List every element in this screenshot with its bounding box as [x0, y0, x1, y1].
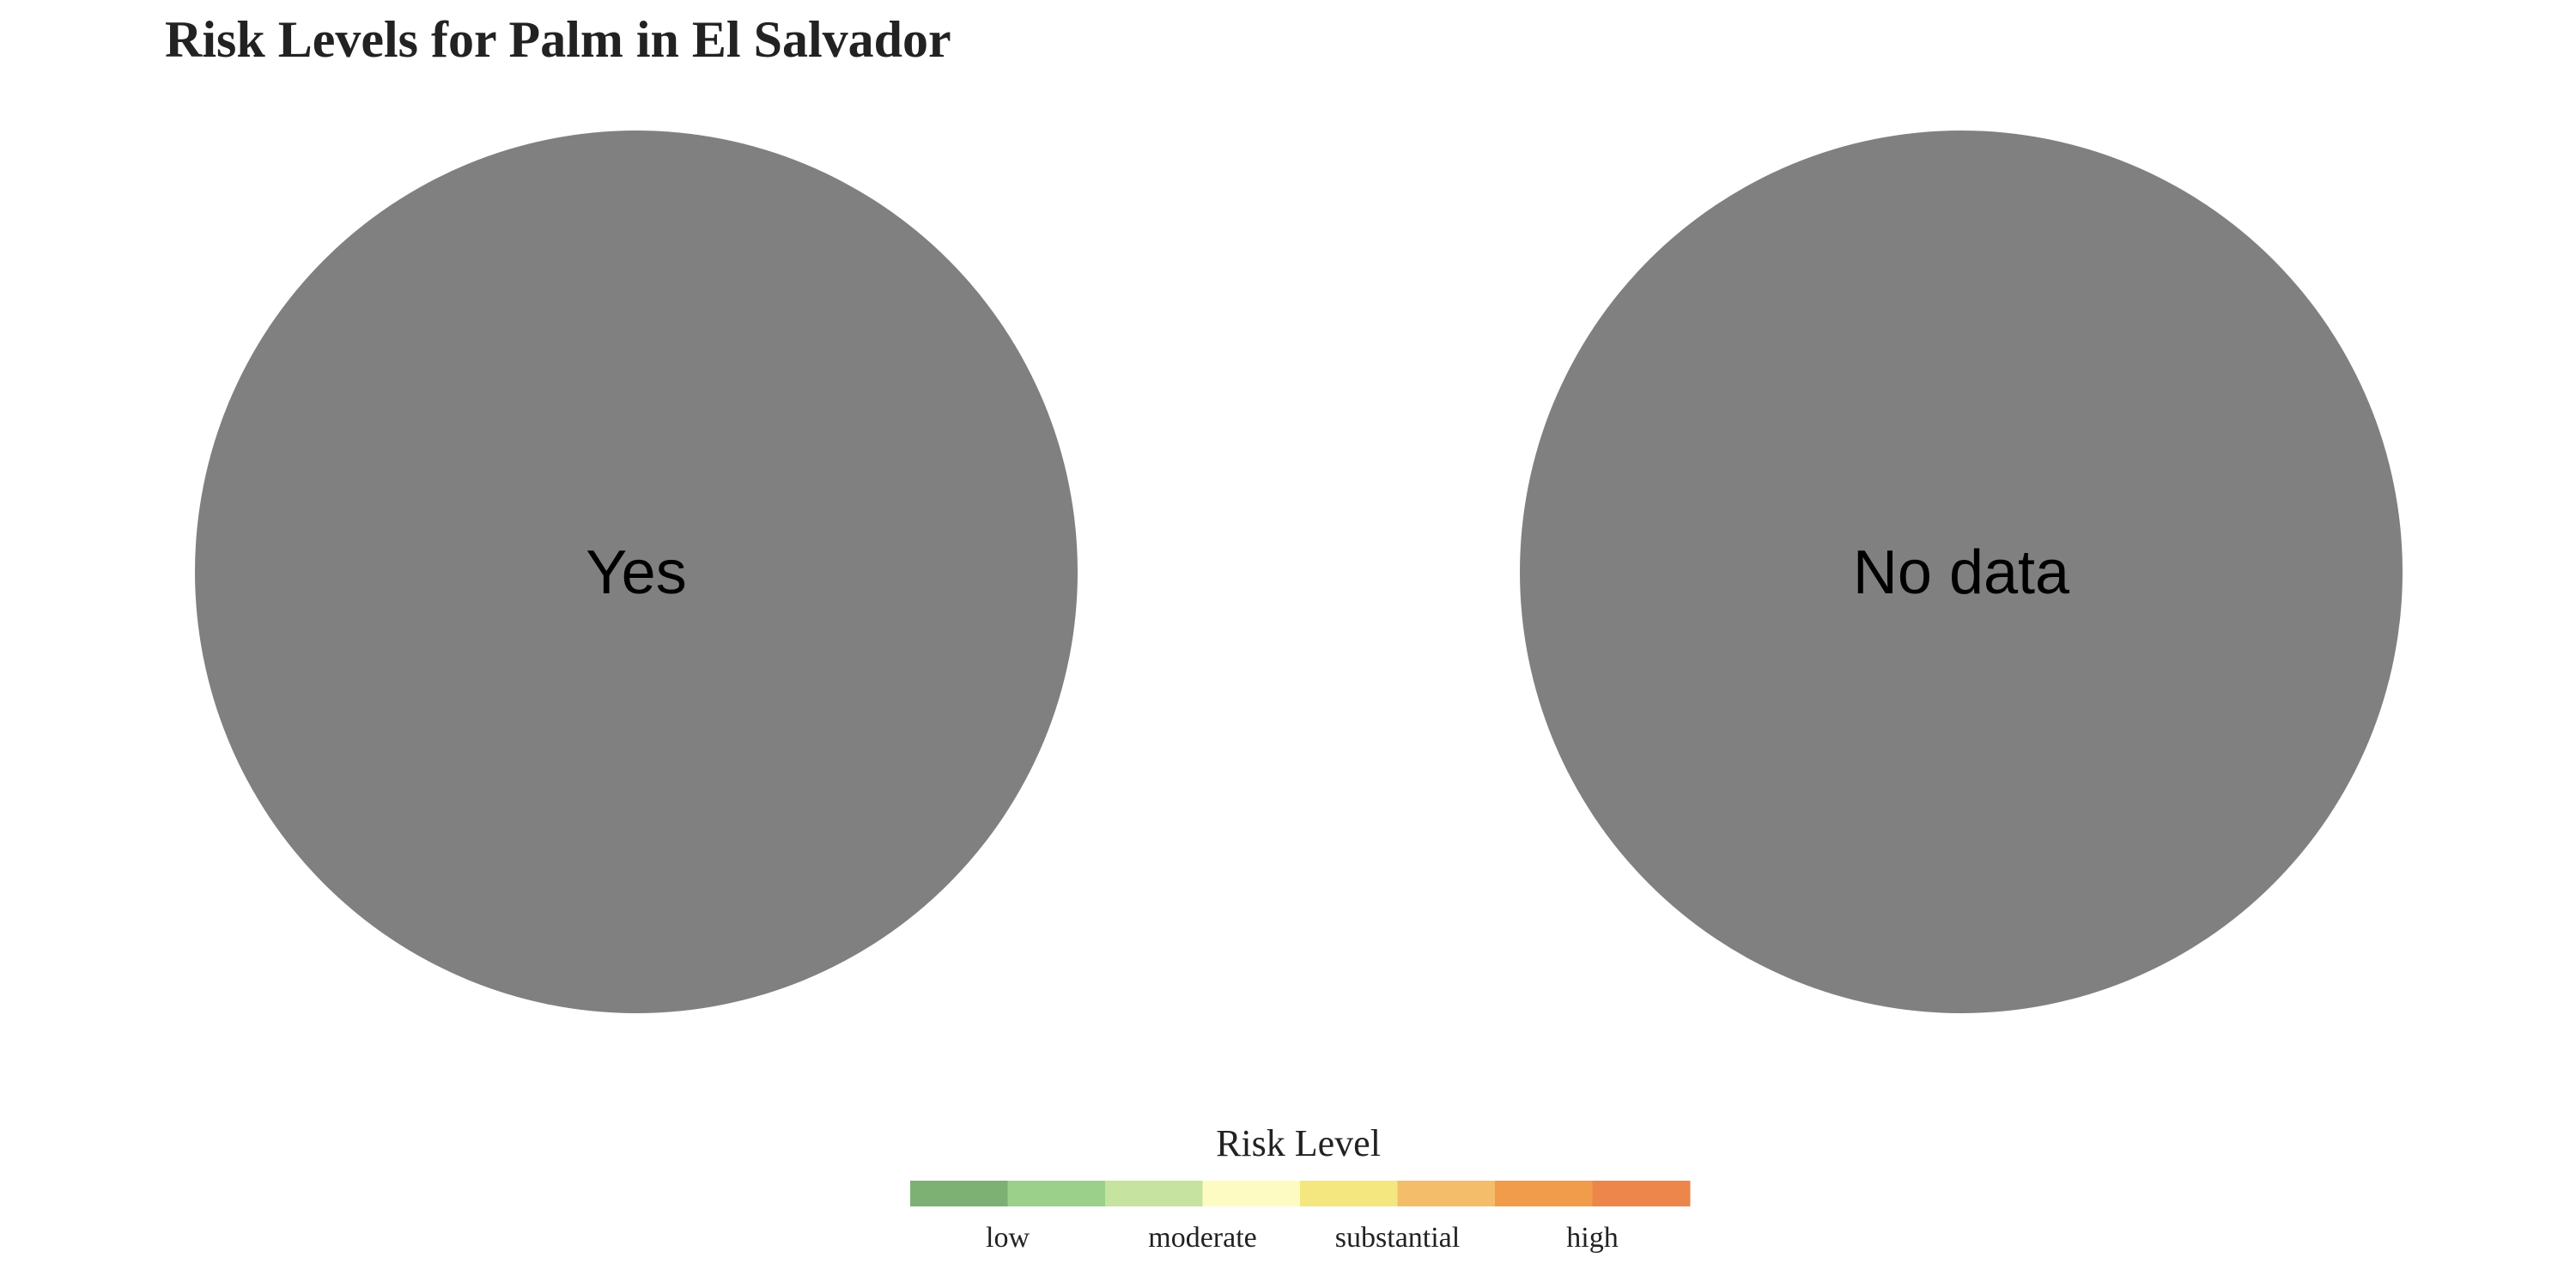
legend: Risk Level low moderate substantial high — [910, 1122, 1691, 1254]
legend-tick-label-moderate: moderate — [1148, 1222, 1257, 1254]
pie-2-slice-1 — [1520, 131, 2403, 1013]
pie-2: No data — [1520, 131, 2403, 1013]
chart-title: Risk Levels for Palm in El Salvador — [165, 11, 951, 68]
pie-2-slice-label: No data — [1853, 538, 2070, 607]
pie-1: Yes — [195, 131, 1078, 1013]
legend-tick-label-low: low — [986, 1222, 1030, 1254]
pies-layer: Yes No data — [195, 131, 2403, 1013]
legend-swatches — [910, 1181, 1691, 1206]
legend-swatch-2 — [1007, 1181, 1106, 1206]
pie-1-slice-1 — [195, 131, 1078, 1013]
legend-tick-label-substantial: substantial — [1335, 1222, 1460, 1254]
legend-swatch-8 — [1592, 1181, 1691, 1206]
legend-swatch-4 — [1202, 1181, 1301, 1206]
legend-ticks: low moderate substantial high — [986, 1222, 1619, 1254]
legend-swatch-7 — [1495, 1181, 1593, 1206]
legend-swatch-1 — [910, 1181, 1008, 1206]
legend-swatch-6 — [1397, 1181, 1496, 1206]
legend-swatch-5 — [1300, 1181, 1398, 1206]
pie-1-slice-label: Yes — [586, 538, 686, 607]
legend-swatch-3 — [1105, 1181, 1203, 1206]
legend-tick-label-high: high — [1566, 1222, 1618, 1254]
legend-title: Risk Level — [1216, 1122, 1381, 1164]
